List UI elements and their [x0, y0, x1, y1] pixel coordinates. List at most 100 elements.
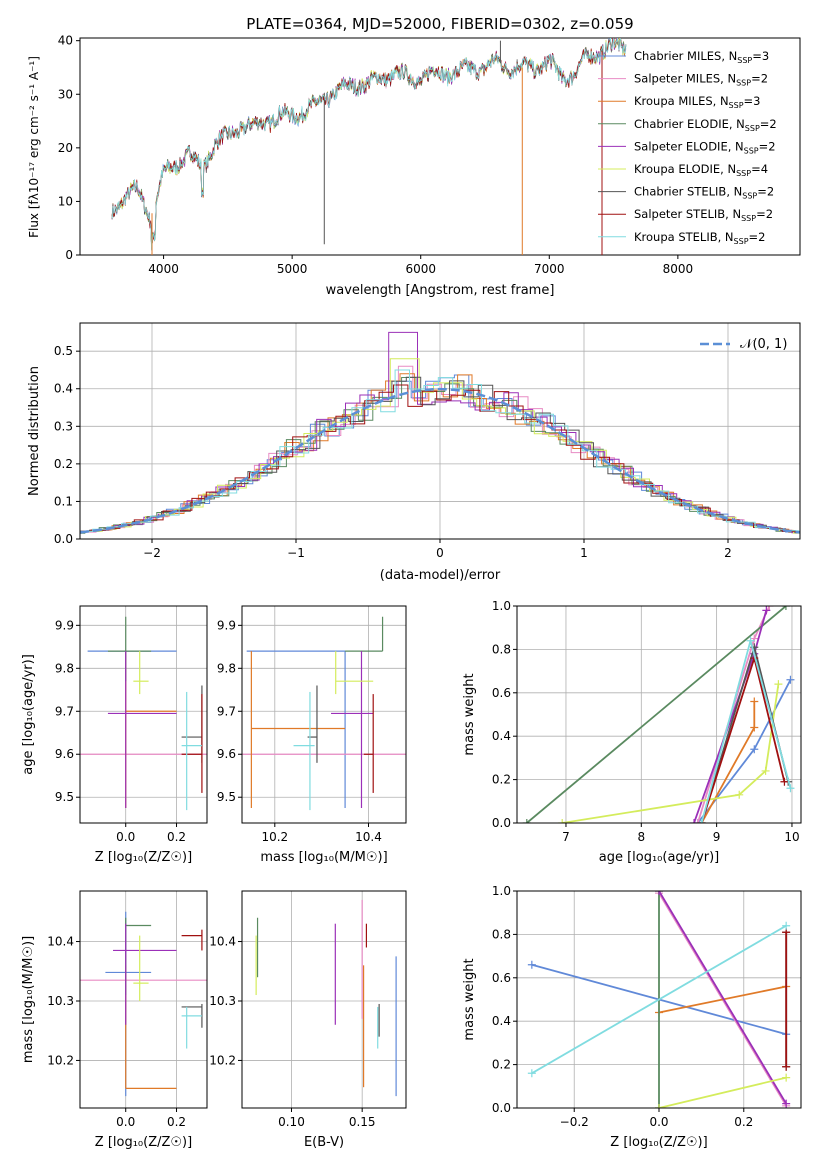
- spectrum-line-3: [111, 38, 627, 248]
- ytick-label: 10.3: [47, 994, 74, 1008]
- xtick-label: 0.10: [278, 1115, 305, 1129]
- xtick-label: 9: [713, 830, 721, 844]
- ebv_mass-xlabel: E(B-V): [304, 1135, 344, 1150]
- ytick-label: 10.4: [47, 935, 74, 949]
- residual-xtick-label: −2: [143, 546, 161, 560]
- legend-label-2: Kroupa MILES, NSSP=3: [634, 94, 760, 110]
- weight-line-5: [562, 683, 780, 823]
- ytick-label: 0.8: [492, 642, 511, 656]
- ytick-label: 0.4: [492, 1014, 511, 1028]
- spectrum-line-8: [111, 38, 627, 251]
- weight-line-4: [658, 891, 787, 1105]
- residual-ytick-label: 0.0: [54, 532, 73, 546]
- residual-hist-3: [80, 377, 800, 534]
- xtick-label: 10.2: [261, 830, 288, 844]
- age_weight-ylabel: mass weight: [462, 673, 477, 755]
- weight-marker: [655, 1104, 663, 1108]
- weight-marker: [765, 606, 774, 610]
- residual-panel: −2 −1 0 1 2 0.0 0.1 0.2 0.3 0.4 0.5 (data-model)/e…: [27, 322, 801, 583]
- spectrum-ytick-label: 30: [58, 87, 73, 101]
- z_mass-panel: 0.0 0.2 10.2 10.3 10.4 Z [log₁₀(Z/Z☉)] mass [l…: [21, 890, 208, 1150]
- ytick-label: 9.6: [55, 747, 74, 761]
- weight-marker: [522, 819, 531, 823]
- weight-marker: [655, 891, 663, 895]
- weight-marker: [782, 1062, 791, 1071]
- ytick-label: 0.4: [492, 729, 511, 743]
- weight-marker: [735, 790, 744, 799]
- mass_age-xlabel: mass [log₁₀(M/M☉)]: [260, 850, 387, 865]
- spectrum-ytick-label: 10: [58, 194, 73, 208]
- xtick-label: 0.0: [116, 1115, 135, 1129]
- z_age-panel: 0.0 0.2 9.5 9.6 9.7 9.8 9.9 Z [log₁₀(Z/Z☉)] age …: [21, 605, 208, 865]
- spectrum-xlabel: wavelength [Angstrom, rest frame]: [326, 283, 555, 298]
- spectrum-line-1: [111, 38, 627, 246]
- ytick-label: 10.2: [47, 1053, 74, 1067]
- weight-marker: [781, 606, 790, 610]
- ytick-label: 9.9: [55, 618, 74, 632]
- spectrum-ytick-label: 40: [58, 34, 73, 48]
- ytick-label: 9.5: [55, 790, 74, 804]
- age_weight-axes: [516, 605, 802, 824]
- ytick-label: 0.0: [492, 1101, 511, 1115]
- z_weight-panel: −0.2 0.0 0.2 0.0 0.2 0.4 0.6 0.8 1.0 Z [log₁₀(Z/Z…: [462, 884, 802, 1150]
- weight-line-2: [700, 701, 756, 823]
- residual-xtick-label: 0: [436, 546, 444, 560]
- spectrum-line-4: [111, 38, 627, 247]
- xtick-label: 8: [637, 830, 645, 844]
- spectrum-xtick-label: 7000: [534, 262, 565, 276]
- weight-marker: [750, 697, 759, 706]
- spectrum-line-0: [111, 38, 627, 250]
- spectrum-line-2: [111, 38, 627, 247]
- weight-marker: [750, 723, 759, 732]
- weight-marker: [782, 1073, 791, 1082]
- ytick-label: 0.6: [492, 971, 511, 985]
- legend-label-0: Chabrier MILES, NSSP=3: [634, 49, 769, 65]
- weight-marker: [782, 1099, 791, 1108]
- z_weight-ylabel: mass weight: [462, 958, 477, 1040]
- legend-label-7: Salpeter STELIB, NSSP=2: [634, 207, 773, 223]
- weight-line-2: [658, 985, 787, 1014]
- spectrum-line-5: [111, 38, 627, 246]
- spectrum-panel: PLATE=0364, MJD=52000, FIBERID=0302, z=0…: [27, 15, 801, 298]
- ytick-label: 9.9: [217, 618, 236, 632]
- ytick-label: 1.0: [492, 599, 511, 613]
- residual-ytick-label: 0.3: [54, 419, 73, 433]
- z_mass-axes: [79, 890, 208, 1109]
- residual-ticks: −2 −1 0 1 2 0.0 0.1 0.2 0.3 0.4 0.5: [54, 344, 732, 560]
- ebv_mass-panel: 0.10 0.15 10.2 10.3 10.4 E(B-V): [209, 890, 407, 1150]
- weight-marker: [782, 921, 791, 930]
- weight-marker: [746, 636, 755, 645]
- gaussian-legend-label: 𝒩(0, 1): [740, 337, 787, 352]
- weight-line-3: [526, 606, 787, 823]
- ytick-label: 9.7: [55, 704, 74, 718]
- spectrum-ticks: 4000 5000 6000 7000 8000 0 10 20 30 40: [58, 34, 693, 276]
- weight-marker: [527, 1069, 536, 1078]
- legend-label-1: Salpeter MILES, NSSP=2: [634, 72, 768, 88]
- z_age-ylabel: age [log₁₀(age/yr)]: [21, 654, 36, 775]
- z_mass-ylabel: mass [log₁₀(M/M☉)]: [21, 936, 36, 1063]
- weight-marker: [774, 680, 783, 689]
- weight-marker: [780, 777, 789, 786]
- weight-marker: [527, 960, 536, 969]
- gaussian-curve: [79, 387, 801, 534]
- ytick-label: 9.5: [217, 790, 236, 804]
- ytick-label: 10.2: [209, 1053, 236, 1067]
- residual-ytick-label: 0.1: [54, 494, 73, 508]
- legend-label-3: Chabrier ELODIE, NSSP=2: [634, 117, 777, 133]
- ytick-label: 10.3: [209, 994, 236, 1008]
- xtick-label: 7: [562, 830, 570, 844]
- residual-xlabel: (data-model)/error: [380, 568, 501, 583]
- xtick-label: 0.2: [167, 1115, 186, 1129]
- z_mass-xlabel: Z [log₁₀(Z/Z☉)]: [95, 1135, 192, 1150]
- z_age-axes: [79, 605, 208, 824]
- residual-xtick-label: 2: [724, 546, 732, 560]
- ebv_mass-axes: [241, 890, 407, 1109]
- ytick-label: 0.6: [492, 686, 511, 700]
- spectrum-xtick-label: 5000: [277, 262, 308, 276]
- spectrum-line-6: [111, 38, 627, 247]
- ytick-label: 9.8: [217, 661, 236, 675]
- spectrum-xtick-label: 8000: [663, 262, 694, 276]
- legend-label-4: Salpeter ELODIE, NSSP=2: [634, 139, 776, 155]
- residual-ytick-label: 0.2: [54, 457, 73, 471]
